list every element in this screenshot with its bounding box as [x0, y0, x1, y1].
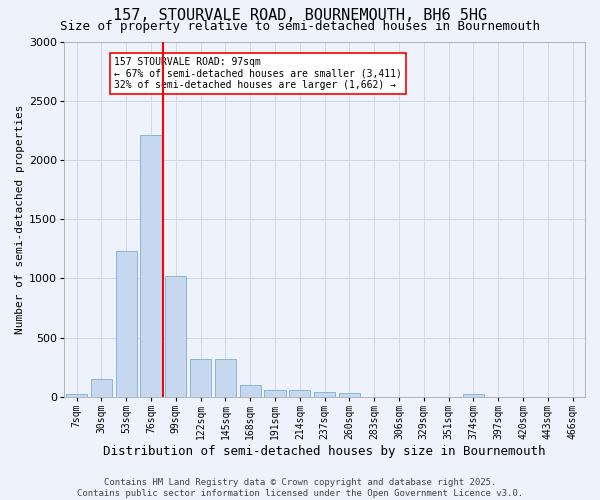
Text: Size of property relative to semi-detached houses in Bournemouth: Size of property relative to semi-detach… [60, 20, 540, 33]
Text: 157 STOURVALE ROAD: 97sqm
← 67% of semi-detached houses are smaller (3,411)
32% : 157 STOURVALE ROAD: 97sqm ← 67% of semi-… [114, 57, 402, 90]
Bar [66, 394, 87, 397]
Text: Contains HM Land Registry data © Crown copyright and database right 2025.
Contai: Contains HM Land Registry data © Crown c… [77, 478, 523, 498]
Y-axis label: Number of semi-detached properties: Number of semi-detached properties [15, 104, 25, 334]
Bar [116, 251, 137, 397]
Bar [314, 392, 335, 397]
Bar [190, 359, 211, 397]
Bar [463, 394, 484, 397]
Bar [265, 390, 286, 397]
Bar [91, 379, 112, 397]
Bar [289, 390, 310, 397]
Bar [239, 385, 261, 397]
X-axis label: Distribution of semi-detached houses by size in Bournemouth: Distribution of semi-detached houses by … [103, 444, 546, 458]
Bar [140, 135, 161, 397]
Bar [165, 276, 187, 397]
Bar [215, 359, 236, 397]
Text: 157, STOURVALE ROAD, BOURNEMOUTH, BH6 5HG: 157, STOURVALE ROAD, BOURNEMOUTH, BH6 5H… [113, 8, 487, 22]
Bar [339, 393, 360, 397]
